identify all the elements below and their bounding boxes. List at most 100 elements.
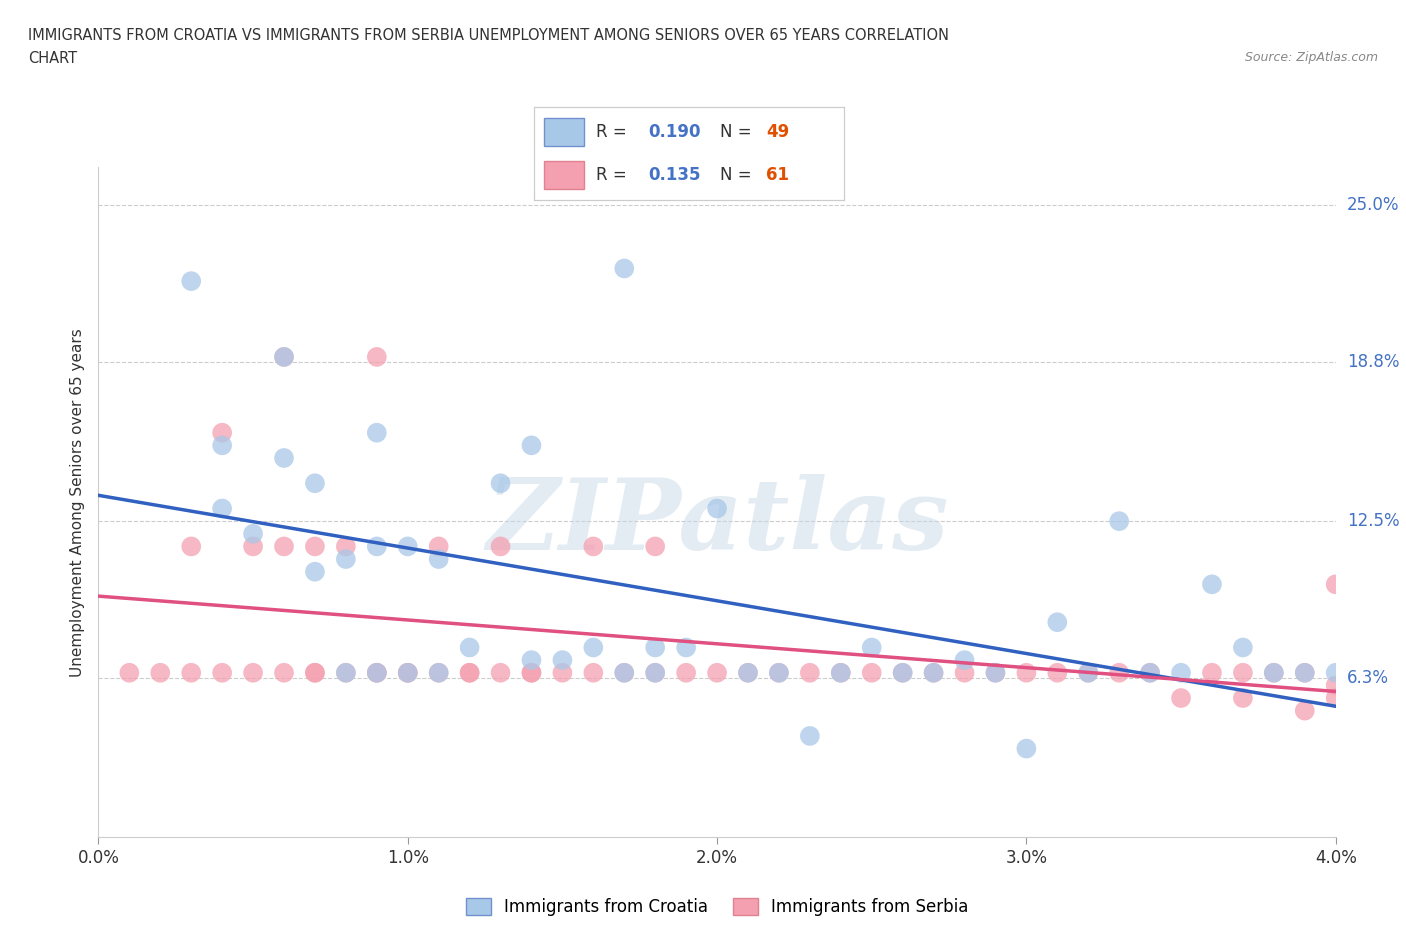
Point bbox=[273, 539, 295, 554]
Point bbox=[644, 665, 666, 680]
Point bbox=[1046, 665, 1069, 680]
Point bbox=[675, 640, 697, 655]
Point bbox=[1077, 665, 1099, 680]
Point bbox=[1232, 640, 1254, 655]
Point bbox=[1139, 665, 1161, 680]
Point bbox=[891, 665, 914, 680]
Point bbox=[613, 261, 636, 276]
Point bbox=[180, 539, 202, 554]
Point bbox=[335, 539, 357, 554]
Point bbox=[799, 728, 821, 743]
Point bbox=[304, 476, 326, 491]
Point bbox=[1294, 665, 1316, 680]
Point bbox=[1201, 577, 1223, 591]
Point bbox=[304, 565, 326, 579]
Point bbox=[582, 640, 605, 655]
Text: 18.8%: 18.8% bbox=[1347, 353, 1399, 371]
Point bbox=[613, 665, 636, 680]
Point bbox=[860, 665, 883, 680]
Point bbox=[304, 539, 326, 554]
Point bbox=[211, 501, 233, 516]
Point bbox=[427, 551, 450, 566]
Point bbox=[273, 450, 295, 465]
Text: N =: N = bbox=[720, 123, 756, 141]
FancyBboxPatch shape bbox=[544, 161, 583, 189]
Point bbox=[211, 665, 233, 680]
Point bbox=[1294, 665, 1316, 680]
Point bbox=[366, 665, 388, 680]
Text: ZIPatlas: ZIPatlas bbox=[486, 474, 948, 570]
Point bbox=[768, 665, 790, 680]
Point bbox=[1232, 691, 1254, 706]
Point bbox=[582, 665, 605, 680]
Point bbox=[1077, 665, 1099, 680]
Point bbox=[1170, 665, 1192, 680]
Point bbox=[242, 539, 264, 554]
Point bbox=[1139, 665, 1161, 680]
Point bbox=[644, 640, 666, 655]
Point bbox=[396, 665, 419, 680]
Point bbox=[366, 350, 388, 365]
Point bbox=[489, 539, 512, 554]
Point bbox=[644, 665, 666, 680]
Point bbox=[675, 665, 697, 680]
Text: 12.5%: 12.5% bbox=[1347, 512, 1399, 530]
Point bbox=[520, 665, 543, 680]
Point bbox=[922, 665, 945, 680]
Point bbox=[273, 350, 295, 365]
Point bbox=[1294, 703, 1316, 718]
Point bbox=[396, 665, 419, 680]
Point bbox=[1324, 691, 1347, 706]
Point bbox=[953, 665, 976, 680]
Point bbox=[768, 665, 790, 680]
Point bbox=[273, 350, 295, 365]
Point bbox=[706, 501, 728, 516]
Point bbox=[427, 539, 450, 554]
Point bbox=[211, 438, 233, 453]
Point bbox=[489, 665, 512, 680]
Point bbox=[304, 665, 326, 680]
Point bbox=[1263, 665, 1285, 680]
Point bbox=[953, 653, 976, 668]
Point bbox=[582, 539, 605, 554]
Text: 0.190: 0.190 bbox=[648, 123, 702, 141]
Point bbox=[1015, 665, 1038, 680]
Point bbox=[458, 665, 481, 680]
Point bbox=[644, 539, 666, 554]
Point bbox=[427, 665, 450, 680]
Point bbox=[149, 665, 172, 680]
Text: 25.0%: 25.0% bbox=[1347, 196, 1399, 214]
Text: R =: R = bbox=[596, 166, 633, 184]
Text: Source: ZipAtlas.com: Source: ZipAtlas.com bbox=[1244, 51, 1378, 64]
Text: 49: 49 bbox=[766, 123, 790, 141]
Point bbox=[366, 425, 388, 440]
Point bbox=[1170, 691, 1192, 706]
Point bbox=[520, 438, 543, 453]
Point bbox=[551, 665, 574, 680]
Point bbox=[1324, 678, 1347, 693]
Point bbox=[551, 653, 574, 668]
Point bbox=[335, 551, 357, 566]
Point bbox=[242, 526, 264, 541]
Point bbox=[799, 665, 821, 680]
Point bbox=[737, 665, 759, 680]
FancyBboxPatch shape bbox=[544, 118, 583, 146]
Text: R =: R = bbox=[596, 123, 633, 141]
Point bbox=[1108, 513, 1130, 528]
Point bbox=[180, 665, 202, 680]
Point bbox=[1015, 741, 1038, 756]
Point bbox=[366, 539, 388, 554]
Text: 0.135: 0.135 bbox=[648, 166, 702, 184]
Point bbox=[180, 273, 202, 288]
Point bbox=[489, 476, 512, 491]
Point bbox=[922, 665, 945, 680]
Point bbox=[1324, 577, 1347, 591]
Point bbox=[613, 665, 636, 680]
Point bbox=[984, 665, 1007, 680]
Point bbox=[335, 665, 357, 680]
Point bbox=[118, 665, 141, 680]
Point bbox=[1324, 665, 1347, 680]
Point bbox=[396, 539, 419, 554]
Point bbox=[242, 665, 264, 680]
Text: 61: 61 bbox=[766, 166, 789, 184]
